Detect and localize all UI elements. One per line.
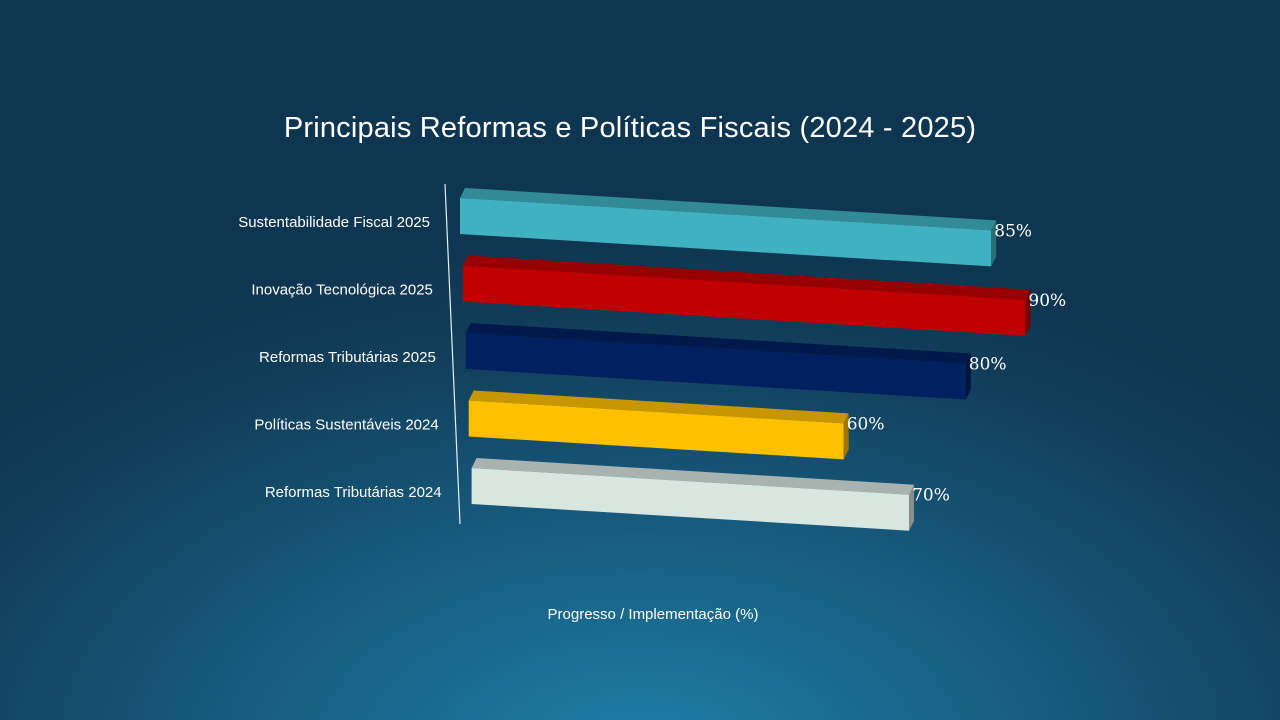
category-label: Reformas Tributárias 2025 — [259, 349, 436, 366]
bar-end-face — [991, 220, 997, 267]
category-label: Políticas Sustentáveis 2024 — [254, 417, 438, 434]
bar-2 — [462, 255, 1031, 336]
category-label: Inovação Tecnológica 2025 — [251, 282, 433, 299]
bar-front-face — [471, 468, 910, 531]
bar-end-face — [965, 353, 971, 400]
value-label: 90% — [1028, 291, 1066, 311]
value-label: 60% — [847, 414, 885, 434]
category-labels: Sustentabilidade Fiscal 2025 Inovação Tec… — [238, 214, 441, 501]
bar-front-face — [460, 198, 992, 267]
bar-top-face — [465, 323, 971, 364]
bar-4 — [468, 390, 849, 460]
bar-front-face — [465, 333, 966, 400]
bar-top-face — [468, 390, 849, 424]
x-axis-title: Progresso / Implementação (%) — [547, 606, 759, 623]
value-label: 80% — [969, 355, 1007, 375]
bar-top-face — [471, 458, 915, 495]
bar-top-face — [460, 188, 997, 231]
value-label: 70% — [912, 486, 950, 506]
category-axis-line — [444, 183, 461, 525]
value-label: 85% — [994, 221, 1032, 241]
value-labels: 85% 90% 80% 60% 70% — [847, 221, 1066, 505]
bar-top-face — [462, 255, 1031, 300]
bars-group — [460, 188, 1031, 531]
bar-front-face — [462, 265, 1026, 336]
bar-end-face — [1025, 289, 1031, 336]
bar-end-face — [909, 484, 915, 531]
bar-front-face — [468, 400, 844, 460]
bar-3 — [465, 323, 971, 400]
bar-5 — [471, 458, 915, 531]
category-label: Reformas Tributárias 2024 — [265, 484, 442, 501]
category-label: Sustentabilidade Fiscal 2025 — [238, 214, 430, 231]
chart-title: Principais Reformas e Políticas Fiscais … — [283, 112, 977, 144]
bar-1 — [460, 188, 997, 267]
bar-end-face — [843, 413, 849, 460]
